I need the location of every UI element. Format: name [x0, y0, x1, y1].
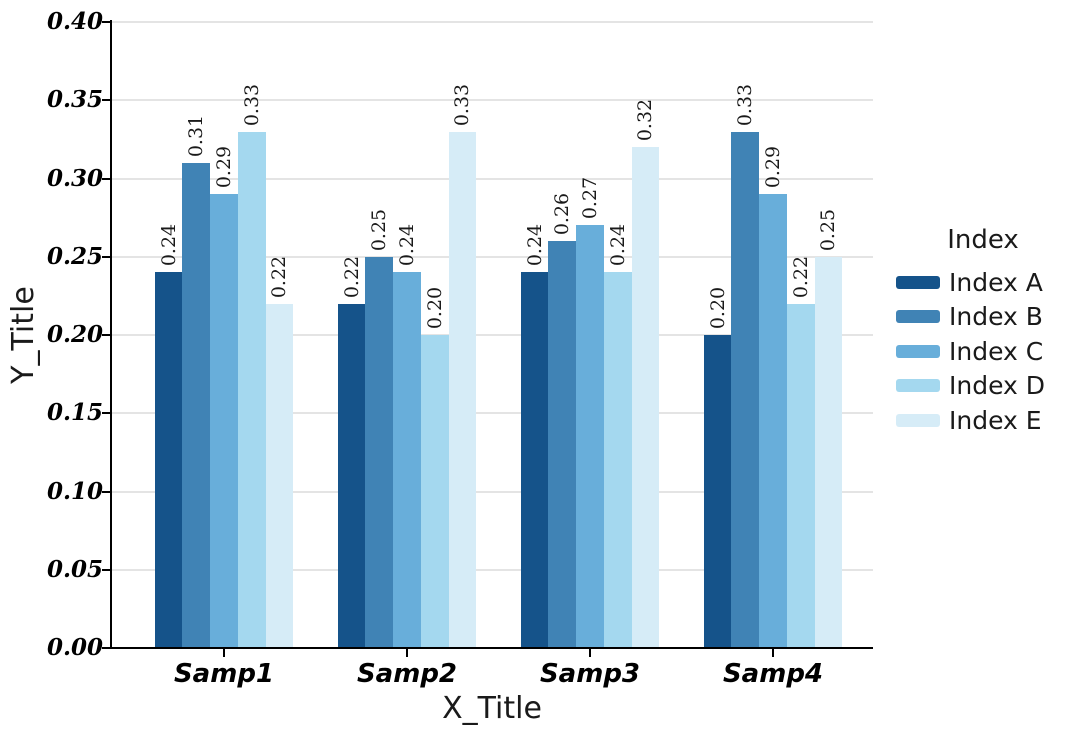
bar-value-label: 0.25 [817, 208, 840, 251]
bar-value-label: 0.32 [634, 99, 657, 142]
legend-swatch-icon [896, 413, 940, 427]
bar-samp4-index-d [786, 303, 815, 648]
bar-value-label: 0.22 [268, 255, 291, 298]
bar-samp3-index-e [631, 147, 660, 648]
bar-value-label: 0.25 [368, 208, 391, 251]
bar-value-label: 0.27 [579, 177, 601, 220]
bar-samp2-index-e [448, 131, 477, 648]
y-axis-line [110, 20, 112, 648]
bar-value-label: 0.33 [451, 83, 474, 126]
bar-value-label: 0.26 [551, 192, 574, 236]
bar-value-label: 0.20 [706, 286, 729, 330]
x-axis-title: X_Title [442, 691, 542, 726]
bar-samp1-index-e [265, 303, 294, 648]
y-tick-mark [102, 255, 110, 258]
y-axis-title: Y_Title [6, 286, 41, 384]
y-tick-mark [102, 177, 110, 180]
y-tick-label: 0.35 [46, 86, 103, 114]
legend-label: Index C [949, 336, 1044, 366]
y-tick-mark [102, 412, 110, 415]
bar-samp4-index-e [814, 256, 843, 648]
legend-swatch-icon [896, 379, 940, 393]
y-tick-label: 0.30 [46, 164, 103, 192]
bar-samp2-index-c [393, 272, 421, 648]
gridline [112, 412, 873, 415]
legend-label: Index D [949, 371, 1046, 401]
bar-samp3-index-c [576, 225, 604, 648]
y-tick-label: 0.00 [46, 634, 103, 661]
legend-swatch-icon [896, 310, 940, 324]
x-tick-label: Samp1 [173, 659, 275, 689]
gridline [112, 21, 873, 23]
bar-samp2-index-a [337, 303, 366, 648]
gridline [112, 490, 873, 493]
bar-samp4-index-a [703, 335, 732, 648]
legend-entry: Index B [896, 300, 1080, 335]
bar-value-label: 0.31 [185, 114, 208, 157]
legend-swatch-icon [896, 344, 940, 358]
legend-label: Index E [949, 405, 1042, 435]
gridline [112, 99, 873, 102]
y-tick-label: 0.05 [46, 555, 103, 583]
y-tick-mark [102, 647, 110, 649]
x-axis-line [110, 647, 873, 649]
legend-label: Index A [949, 267, 1043, 297]
bar-value-label: 0.20 [423, 286, 446, 330]
x-tick-label: Samp2 [356, 659, 458, 689]
legend-entry: Index E [896, 403, 1080, 438]
bar-value-label: 0.33 [734, 83, 757, 126]
legend-entries: Index A Index B Index C Index D Index E [896, 265, 1080, 438]
gridline [112, 334, 873, 336]
y-tick-mark [102, 568, 110, 571]
x-tick-mark [223, 649, 225, 657]
legend-entry: Index A [896, 265, 1080, 300]
bar-samp4-index-b [731, 131, 760, 648]
legend: Index Index A Index B Index C Index D Index … [896, 226, 1080, 438]
legend-entry: Index C [896, 334, 1080, 369]
bar-samp1-index-a [154, 272, 183, 648]
y-tick-mark [102, 334, 110, 336]
bar-value-label: 0.29 [213, 145, 235, 189]
bar-value-label: 0.24 [157, 224, 180, 267]
gridline [112, 568, 873, 571]
bar-samp1-index-d [237, 131, 266, 648]
bar-samp2-index-b [365, 256, 394, 648]
bar-samp3-index-b [548, 241, 577, 648]
bar-value-label: 0.29 [762, 145, 784, 189]
x-tick-mark [589, 649, 591, 657]
y-tick-label: 0.15 [46, 399, 103, 427]
y-tick-label: 0.25 [46, 242, 103, 270]
bar-value-label: 0.24 [523, 224, 546, 267]
x-tick-label: Samp3 [539, 659, 641, 689]
bar-value-label: 0.33 [240, 83, 263, 126]
bar-samp3-index-a [520, 272, 549, 648]
y-tick-mark [102, 99, 110, 102]
bar-value-label: 0.22 [340, 255, 363, 298]
x-tick-mark [772, 649, 774, 657]
y-tick-label: 0.20 [46, 321, 103, 348]
gridline [112, 177, 873, 180]
gridline [112, 255, 873, 258]
x-tick-label: Samp4 [722, 659, 824, 689]
y-tick-label: 0.10 [46, 477, 103, 505]
legend-swatch-icon [896, 275, 940, 289]
legend-entry: Index D [896, 369, 1080, 404]
y-tick-mark [102, 490, 110, 493]
bar-value-label: 0.24 [396, 224, 418, 267]
legend-label: Index B [949, 302, 1043, 332]
bar-samp1-index-b [182, 162, 211, 648]
y-tick-label: 0.40 [46, 8, 103, 35]
y-tick-mark [102, 21, 110, 23]
x-tick-mark [406, 649, 408, 657]
bar-value-label: 0.24 [606, 224, 629, 267]
bar-samp2-index-d [420, 335, 449, 648]
bar-samp4-index-c [759, 194, 787, 648]
bar-samp3-index-d [603, 272, 632, 648]
bar-samp1-index-c [210, 194, 238, 648]
legend-title: Index [947, 225, 1019, 255]
bar-value-label: 0.22 [789, 255, 812, 298]
